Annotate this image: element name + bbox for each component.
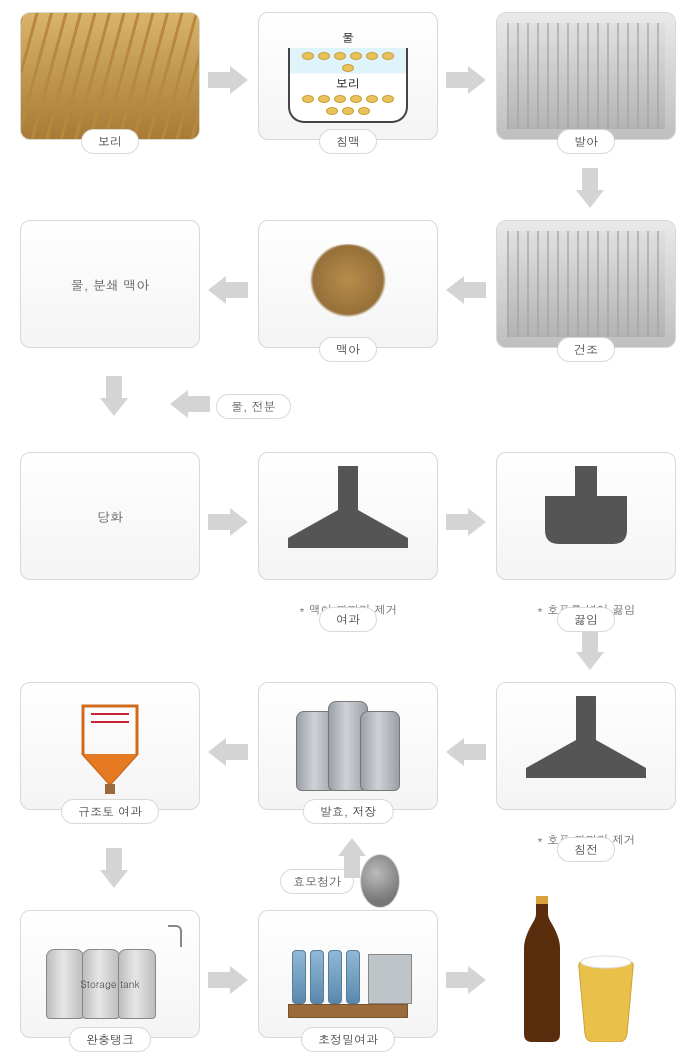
step-box [20,12,200,140]
step-text: 물, 분쇄 맥아 [71,275,150,294]
yeast-icon [360,854,400,908]
step-label: 발아 [557,129,615,154]
step-box [496,682,676,810]
step-label: 여과 [319,607,377,632]
step-dry: 건조 [496,220,676,348]
step-box: 당화 [20,452,200,580]
side-input-label: 물, 전분 [216,394,291,419]
step-label: 보리 [81,129,139,154]
flow-arrow-right [208,508,248,536]
microfilter-icon [278,930,418,1018]
step-box [496,12,676,140]
flow-arrow-down [576,630,604,670]
process-flow-canvas: 보리물보리침맥발아건조맥아물, 분쇄 맥아당화여과* 맥아 찌꺼기 제거끓임* … [0,0,696,1063]
step-label: 완충탱크 [69,1027,151,1052]
beer-icon [496,896,646,1042]
step-label: 규조토 여과 [61,799,159,824]
step-label: 발효, 저장 [303,799,394,824]
step-box [258,220,438,348]
step-box: Storage tank [20,910,200,1038]
flow-arrow-right [446,508,486,536]
vessel-icon [526,696,646,796]
flow-arrow-left [170,390,210,423]
flow-arrow-right [208,66,248,94]
step-settle: 침전* 호프 찌꺼기 제거 [496,682,676,848]
flow-arrow-left [446,276,486,304]
step-buffer: Storage tank완충탱크 [20,910,200,1038]
fermentation-tanks-icon [288,701,408,791]
step-lautering: 여과* 맥아 찌꺼기 제거 [258,452,438,618]
flow-arrow-down [576,168,604,208]
step-label: 침맥 [319,129,377,154]
step-box [20,682,200,810]
step-box [496,220,676,348]
vessel-icon [288,466,408,566]
malt-icon [303,244,393,324]
step-beer [496,896,676,1042]
step-steep: 물보리침맥 [258,12,438,140]
flow-arrow-left [208,738,248,766]
step-barley: 보리 [20,12,200,140]
barley-icon [21,13,199,139]
step-crush: 물, 분쇄 맥아 [20,220,200,348]
step-label: 초정밀여과 [301,1027,395,1052]
step-diatom: 규조토 여과 [20,682,200,810]
facility-photo [497,13,675,139]
step-box [258,682,438,810]
step-malt: 맥아 [258,220,438,348]
flow-arrow-down [100,848,128,888]
step-box: 물, 분쇄 맥아 [20,220,200,348]
flow-arrow-up [338,838,366,878]
flow-arrow-left [446,738,486,766]
step-ferment: 발효, 저장 [258,682,438,810]
facility-photo [497,221,675,347]
step-box [496,452,676,580]
storage-tank-icon: Storage tank [40,929,180,1019]
step-box [258,910,438,1038]
step-finefilt: 초정밀여과 [258,910,438,1038]
side-input-starch: 물, 전분 [170,390,291,423]
step-sprout: 발아 [496,12,676,140]
step-label: 건조 [557,337,615,362]
step-label: 맥아 [319,337,377,362]
step-mash: 당화 [20,452,200,580]
steep-icon: 보리 [288,48,408,123]
step-label: 끓임 [557,607,615,632]
vessel-icon [531,466,641,566]
step-boil: 끓임* 호프를 넣어 끓임 [496,452,676,618]
flow-arrow-down [100,376,128,416]
flow-arrow-right [446,66,486,94]
flow-arrow-right [208,966,248,994]
soak-bottom-label: 보리 [336,75,360,92]
step-label: 침전 [557,837,615,862]
flow-arrow-left [208,276,248,304]
flow-arrow-right [446,966,486,994]
step-box [258,452,438,580]
step-box: 물보리 [258,12,438,140]
step-text: 당화 [97,507,123,526]
diatom-filter-icon [65,696,155,796]
soak-top-label: 물 [342,29,354,46]
